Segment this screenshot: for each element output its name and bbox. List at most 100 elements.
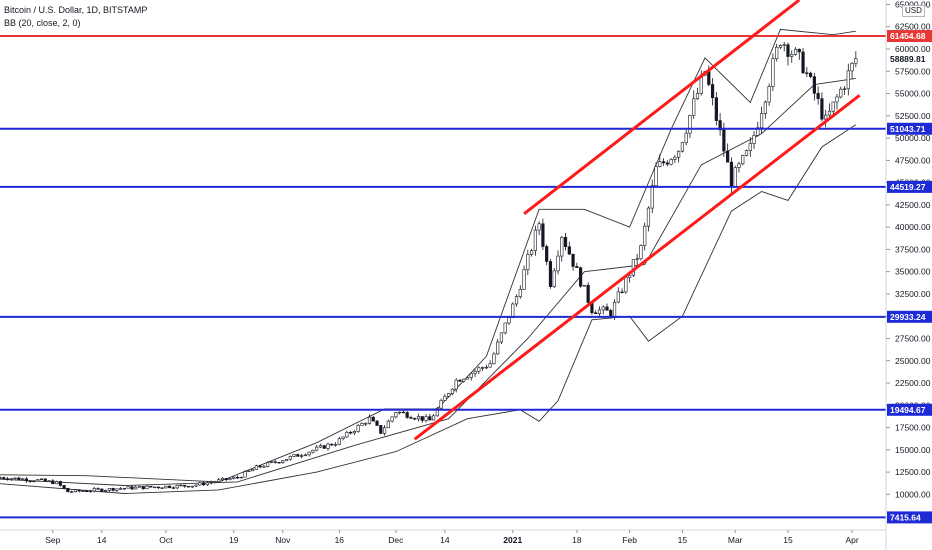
candle: [677, 150, 681, 163]
candle: [416, 413, 421, 422]
candle-body: [375, 420, 379, 426]
candle: [741, 154, 745, 166]
candle-body: [126, 486, 130, 489]
price-axis-background: [886, 0, 932, 550]
candle: [601, 305, 605, 315]
time-tick-label: 14: [440, 535, 450, 545]
candle: [643, 222, 647, 251]
candle-body: [356, 425, 360, 432]
price-tick-label: 57500.00: [895, 66, 931, 76]
candle-body: [511, 303, 515, 319]
candle-body: [190, 485, 194, 488]
candle: [371, 415, 375, 422]
candle-body: [318, 445, 323, 448]
price-tick-label: 15000.00: [895, 445, 931, 455]
time-tick-label: 15: [783, 535, 793, 545]
candle-body: [560, 237, 564, 257]
candle-body: [130, 486, 134, 490]
candle: [367, 414, 372, 425]
candle: [292, 454, 296, 458]
candle-body: [17, 477, 21, 481]
candle-body: [224, 478, 228, 480]
candle: [364, 422, 368, 427]
candle: [575, 262, 579, 268]
candle-body: [842, 88, 847, 90]
candle-body: [5, 478, 10, 480]
candle: [533, 225, 537, 256]
candle: [688, 114, 692, 138]
last-price-tag: 58889.81: [890, 54, 926, 64]
candle: [205, 481, 209, 486]
candle: [168, 485, 172, 489]
candle: [194, 484, 198, 488]
candle: [816, 86, 820, 105]
candle-body: [548, 261, 553, 287]
candle-body: [266, 462, 270, 467]
candle: [134, 485, 138, 490]
candle: [413, 417, 417, 421]
candle-body: [307, 451, 311, 456]
candle: [775, 43, 779, 62]
candle: [507, 317, 511, 326]
candle-body: [718, 120, 722, 131]
candle-body: [816, 93, 820, 99]
candle: [213, 480, 217, 484]
candle: [790, 50, 794, 63]
candle: [13, 477, 17, 480]
candle-body: [835, 96, 839, 103]
candle-body: [579, 267, 583, 287]
candle-body: [575, 266, 579, 268]
candle-body: [300, 455, 304, 457]
candle-body: [209, 481, 213, 484]
candle: [58, 480, 62, 487]
candle-body: [247, 470, 251, 472]
candle: [171, 486, 176, 489]
candle-body: [107, 488, 111, 491]
candle-body: [533, 229, 537, 251]
candle: [695, 87, 700, 101]
time-tick-label: 16: [335, 535, 345, 545]
price-tick-label: 27500.00: [895, 333, 931, 343]
candle-body: [563, 237, 568, 248]
candle-body: [601, 306, 605, 311]
candle-body: [382, 427, 387, 434]
time-axis[interactable]: Sep 14 Oct 19 Nov 16 Dec 14 2021 18 Feb 15 Mar 15 Apr: [0, 529, 886, 545]
candle-body: [258, 465, 262, 468]
candle: [488, 360, 492, 368]
price-tick-label: 62500.00: [895, 22, 931, 32]
candle-body: [337, 438, 341, 445]
candle: [635, 253, 639, 266]
candle: [24, 477, 28, 483]
candle: [115, 488, 119, 493]
candle-body: [635, 258, 639, 260]
candle: [480, 366, 485, 371]
candle-body: [70, 491, 74, 493]
currency-badge[interactable]: USD: [902, 5, 925, 17]
candle-body: [612, 301, 617, 317]
candle: [499, 332, 504, 344]
candle-body: [186, 485, 191, 488]
candle-body: [790, 54, 794, 57]
candle-body: [499, 332, 504, 343]
candle: [47, 480, 51, 482]
price-axis[interactable]: 10000.0012500.0015000.0017500.0020000.00…: [885, 0, 932, 550]
candle: [300, 453, 304, 459]
candle: [390, 416, 394, 423]
candle-body: [552, 270, 556, 287]
candle-body: [831, 101, 835, 112]
candle-body: [103, 489, 108, 492]
candle-body: [846, 70, 850, 90]
candle-body: [654, 166, 658, 186]
candle: [503, 322, 507, 335]
candle-body: [714, 97, 718, 121]
candle: [658, 154, 662, 168]
candle: [616, 287, 620, 304]
level-price-tag: 61454.68: [890, 31, 926, 41]
candle: [262, 464, 266, 468]
candle-body: [854, 58, 858, 64]
candle: [835, 93, 839, 110]
candle-body: [100, 488, 104, 492]
candle: [198, 481, 202, 486]
candle-body: [9, 478, 13, 480]
